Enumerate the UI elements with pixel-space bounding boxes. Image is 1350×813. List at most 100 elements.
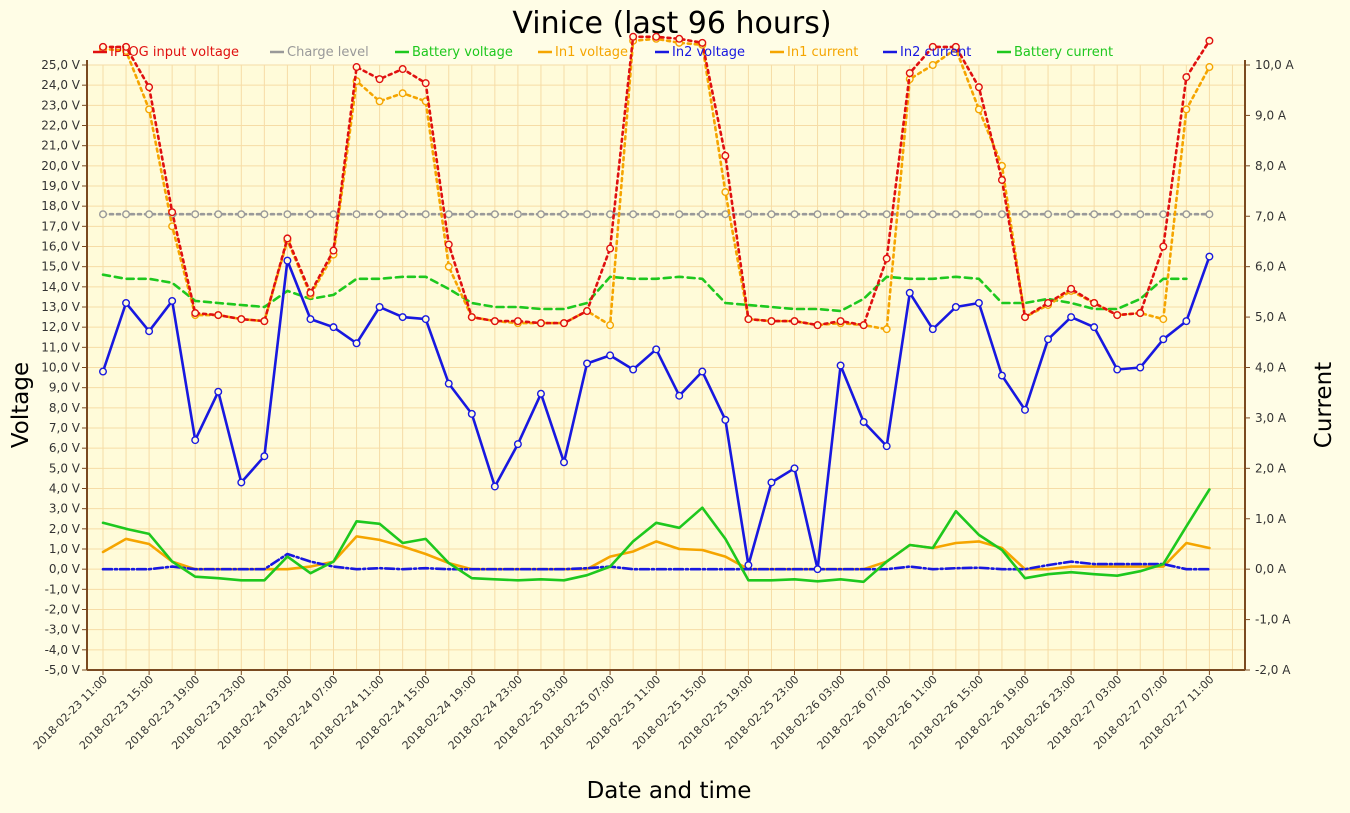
data-point-in1-voltage	[145, 105, 154, 114]
legend-label-in1-voltage: In1 voltage	[555, 45, 628, 60]
data-point-in2-voltage	[859, 417, 868, 426]
data-point-iplog-input-voltage	[375, 75, 384, 84]
y-tick-label-left: 5,0 V	[49, 461, 81, 475]
data-point-in2-voltage	[329, 323, 338, 332]
data-point-charge-level	[905, 210, 914, 219]
y-tick-label-right: 8,0 A	[1255, 159, 1287, 173]
y-tick-label-left: 1,0 V	[49, 542, 81, 556]
y-tick-label-left: 9,0 V	[49, 381, 81, 395]
data-point-iplog-input-voltage	[744, 315, 753, 324]
data-point-iplog-input-voltage	[352, 63, 361, 72]
y-tick-label-left: 22,0 V	[41, 119, 81, 133]
data-point-in1-voltage	[928, 61, 937, 70]
data-point-charge-level	[1182, 210, 1191, 219]
data-point-iplog-input-voltage	[398, 65, 407, 74]
data-point-in2-voltage	[767, 478, 776, 487]
data-point-in2-voltage	[214, 387, 223, 396]
data-point-charge-level	[1113, 210, 1122, 219]
data-point-charge-level	[490, 210, 499, 219]
y-tick-label-left: 24,0 V	[41, 78, 81, 92]
data-point-in2-voltage	[997, 371, 1006, 380]
y-tick-label-left: 14,0 V	[41, 280, 81, 294]
data-point-iplog-input-voltage	[905, 69, 914, 78]
data-point-in2-voltage	[836, 361, 845, 370]
data-point-in2-voltage	[444, 379, 453, 388]
data-point-in2-voltage	[168, 296, 177, 305]
data-point-iplog-input-voltage	[168, 208, 177, 217]
data-point-in2-voltage	[1159, 335, 1168, 344]
y-tick-label-left: 19,0 V	[41, 179, 81, 193]
data-point-in2-voltage	[813, 565, 822, 574]
data-point-iplog-input-voltage	[237, 315, 246, 324]
y-tick-label-left: 2,0 V	[49, 522, 81, 536]
data-point-in2-voltage	[629, 365, 638, 374]
data-point-charge-level	[122, 210, 131, 219]
y-tick-label-left: 13,0 V	[41, 300, 81, 314]
data-point-in2-voltage	[536, 389, 545, 398]
data-point-in2-voltage	[951, 303, 960, 312]
data-point-charge-level	[444, 210, 453, 219]
y-tick-label-left: -2,0 V	[45, 603, 81, 617]
data-point-iplog-input-voltage	[306, 288, 315, 297]
data-point-in2-voltage	[974, 298, 983, 307]
data-point-charge-level	[467, 210, 476, 219]
data-point-charge-level	[836, 210, 845, 219]
y-tick-label-left: 25,0 V	[41, 58, 81, 72]
data-point-in2-voltage	[1090, 323, 1099, 332]
data-point-charge-level	[882, 210, 891, 219]
data-point-in2-voltage	[306, 315, 315, 324]
data-point-iplog-input-voltage	[513, 317, 522, 326]
data-point-in2-voltage	[675, 391, 684, 400]
data-point-iplog-input-voltage	[145, 83, 154, 92]
y-tick-label-left: -3,0 V	[45, 623, 81, 637]
data-point-iplog-input-voltage	[1067, 284, 1076, 293]
data-point-in2-voltage	[467, 409, 476, 418]
y-tick-label-left: 23,0 V	[41, 98, 81, 112]
data-point-iplog-input-voltage	[490, 317, 499, 326]
data-point-charge-level	[652, 210, 661, 219]
chart-title: Vinice (last 96 hours)	[512, 6, 831, 41]
data-point-charge-level	[283, 210, 292, 219]
data-point-charge-level	[237, 210, 246, 219]
legend-label-iplog-input-voltage: IPLOG input voltage	[110, 45, 239, 60]
y-tick-label-right: 3,0 A	[1255, 411, 1287, 425]
data-point-charge-level	[375, 210, 384, 219]
data-point-in2-voltage	[652, 345, 661, 354]
data-point-charge-level	[997, 210, 1006, 219]
data-point-iplog-input-voltage	[1182, 73, 1191, 82]
data-point-in2-voltage	[606, 351, 615, 360]
y-tick-label-right: 2,0 A	[1255, 461, 1287, 475]
data-point-in1-voltage	[1205, 63, 1214, 72]
data-point-charge-level	[191, 210, 200, 219]
data-point-in2-voltage	[1021, 405, 1030, 414]
data-point-charge-level	[260, 210, 269, 219]
data-point-iplog-input-voltage	[997, 175, 1006, 184]
data-point-iplog-input-voltage	[836, 317, 845, 326]
data-point-charge-level	[744, 210, 753, 219]
data-point-in2-voltage	[260, 452, 269, 461]
data-point-in2-voltage	[560, 458, 569, 467]
data-point-charge-level	[536, 210, 545, 219]
y-tick-label-right: 1,0 A	[1255, 512, 1287, 526]
data-point-charge-level	[1205, 210, 1214, 219]
y-tick-label-left: 3,0 V	[49, 502, 81, 516]
data-point-in2-voltage	[352, 339, 361, 348]
data-point-charge-level	[928, 210, 937, 219]
data-point-iplog-input-voltage	[421, 79, 430, 88]
data-point-in2-voltage	[421, 315, 430, 324]
data-point-iplog-input-voltage	[813, 321, 822, 330]
data-point-iplog-input-voltage	[467, 313, 476, 322]
data-point-iplog-input-voltage	[767, 317, 776, 326]
y-axis-title-left: Voltage	[8, 362, 34, 448]
data-point-in1-voltage	[444, 262, 453, 271]
data-point-iplog-input-voltage	[98, 42, 107, 51]
y-tick-label-right: 6,0 A	[1255, 260, 1287, 274]
data-point-in1-voltage	[606, 321, 615, 330]
data-point-iplog-input-voltage	[698, 38, 707, 47]
data-point-charge-level	[352, 210, 361, 219]
data-point-charge-level	[1090, 210, 1099, 219]
data-point-charge-level	[329, 210, 338, 219]
data-point-charge-level	[767, 210, 776, 219]
y-tick-label-right: 9,0 A	[1255, 108, 1287, 122]
